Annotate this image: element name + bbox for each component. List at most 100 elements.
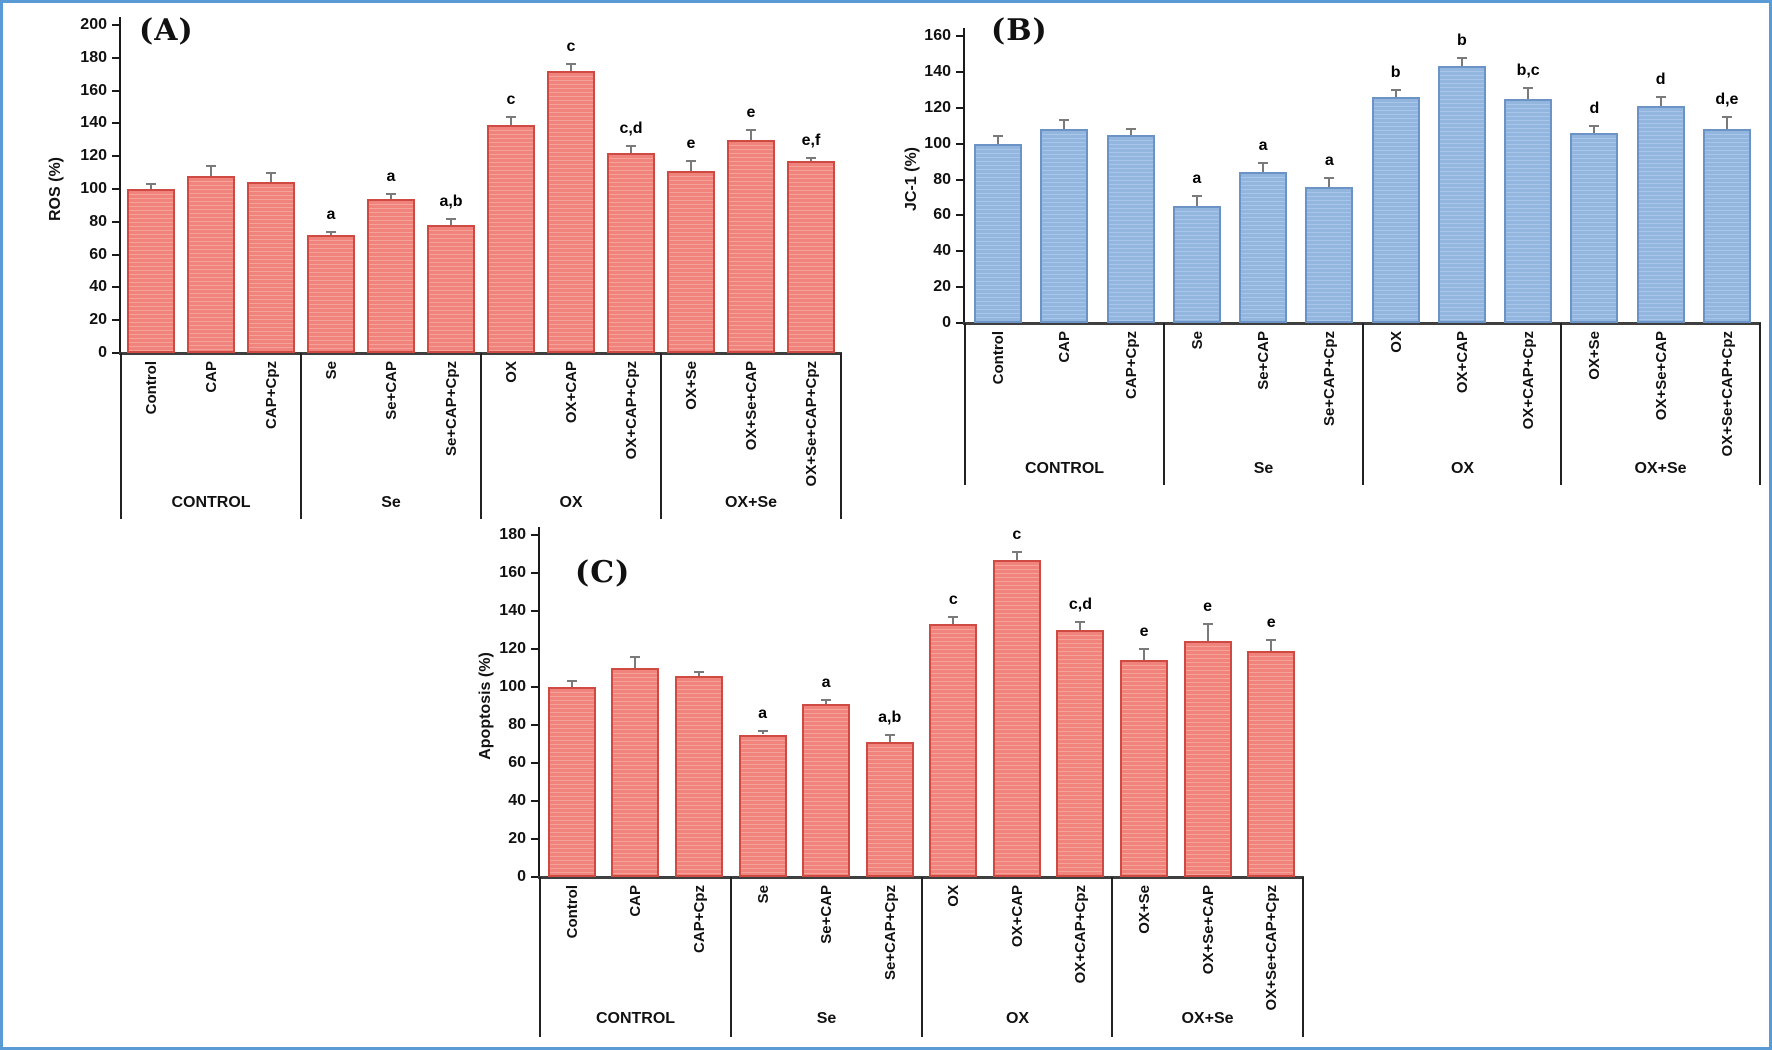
y-tick-mark	[956, 214, 963, 217]
group-divider-line	[1362, 323, 1364, 485]
category-label: Se+CAP	[383, 361, 400, 420]
y-tick-label: 100	[80, 180, 107, 197]
bar	[1040, 129, 1088, 323]
y-tick-label: 20	[89, 311, 107, 329]
error-bar-cap	[326, 230, 336, 233]
group-label: CONTROL	[595, 1010, 676, 1027]
bar	[487, 125, 535, 353]
bar	[1120, 660, 1168, 877]
y-tick-label: 20	[508, 830, 526, 847]
error-bar-line	[1262, 163, 1265, 173]
bar	[802, 704, 850, 877]
bar	[427, 225, 475, 353]
bar	[1107, 134, 1155, 323]
bar	[307, 234, 355, 353]
y-tick-label: 60	[508, 754, 526, 771]
y-tick-mark	[112, 220, 119, 223]
y-tick-label: 80	[508, 716, 526, 733]
y-tick-mark	[112, 122, 119, 125]
y-axis-line	[119, 17, 121, 353]
y-tick-mark	[531, 724, 538, 726]
y-tick-label: 40	[508, 792, 526, 809]
y-tick-mark	[112, 56, 119, 59]
y-tick-mark	[956, 35, 963, 37]
y-tick-mark	[956, 142, 963, 145]
group-label: OX	[1450, 460, 1475, 477]
significance-label: a	[1192, 169, 1202, 187]
bar	[1247, 650, 1295, 877]
y-tick-mark	[112, 253, 119, 256]
category-label: OX+CAP+Cpz	[623, 361, 640, 460]
category-label: OX+CAP+Cpz	[1520, 331, 1538, 430]
bar	[1239, 172, 1287, 323]
category-label: OX+Se+CAP+Cpz	[1718, 331, 1736, 457]
y-tick-mark	[956, 250, 963, 253]
error-bar-line	[150, 184, 152, 189]
error-bar-line	[630, 146, 632, 153]
category-label: Se+CAP+Cpz	[1321, 331, 1339, 427]
group-label: OX+Se	[1181, 1010, 1234, 1027]
significance-label: c	[506, 90, 516, 108]
significance-label: e	[1266, 613, 1276, 631]
bar	[1056, 630, 1104, 877]
y-tick-mark	[112, 155, 119, 158]
group-divider-line	[480, 353, 482, 519]
error-bar-cap	[1075, 621, 1086, 624]
bar	[548, 687, 596, 877]
significance-label: c	[948, 590, 958, 608]
error-bar-cap	[386, 192, 396, 195]
error-bar-line	[1328, 177, 1331, 187]
panel-label-a: (A)	[139, 13, 194, 48]
error-bar-line	[510, 116, 512, 126]
group-divider-line	[1163, 323, 1165, 485]
category-label: OX+Se	[683, 361, 700, 410]
group-divider-line	[1560, 323, 1562, 485]
error-bar-cap	[1191, 194, 1202, 197]
error-bar-line	[390, 193, 392, 199]
error-bar-cap	[1655, 95, 1666, 98]
bar	[1372, 96, 1420, 323]
group-label: Se	[816, 1010, 837, 1027]
category-label: Se+CAP	[1255, 331, 1273, 390]
category-label: CAP	[1056, 331, 1074, 363]
error-bar-cap	[1266, 638, 1277, 641]
panel-label-b: (B)	[991, 13, 1048, 48]
error-bar-line	[810, 157, 812, 162]
y-tick-label: 120	[499, 640, 526, 657]
y-tick-label: 60	[933, 206, 951, 224]
significance-label: c,d	[619, 120, 643, 138]
category-label: Se+CAP+Cpz	[881, 885, 899, 981]
y-tick-mark	[531, 610, 538, 612]
category-label: OX+CAP	[563, 361, 580, 424]
error-bar-line	[825, 700, 828, 705]
error-bar-cap	[1125, 128, 1136, 131]
error-bar-cap	[806, 156, 816, 159]
significance-label: a	[1324, 151, 1334, 169]
significance-label: c	[566, 38, 576, 56]
category-label: CAP+Cpz	[690, 885, 708, 953]
bar	[367, 198, 415, 353]
category-label: OX+Se	[1586, 331, 1604, 380]
bar	[787, 161, 835, 353]
error-bar-line	[1527, 88, 1530, 99]
error-bar-cap	[948, 615, 959, 618]
significance-label: d	[1589, 99, 1600, 117]
bar	[247, 182, 295, 353]
error-bar-cap	[1456, 56, 1467, 59]
y-tick-mark	[112, 188, 119, 190]
error-bar-cap	[566, 680, 577, 683]
bar	[1504, 98, 1552, 323]
error-bar-cap	[693, 670, 704, 673]
y-tick-mark	[112, 319, 119, 322]
category-label: CAP	[203, 361, 220, 393]
group-divider-line	[1111, 877, 1113, 1037]
y-tick-label: 160	[80, 81, 107, 99]
category-label: OX+Se+CAP	[743, 361, 760, 451]
error-bar-cap	[566, 63, 576, 66]
error-bar-line	[570, 681, 573, 687]
error-bar-cap	[757, 729, 768, 732]
bar	[739, 734, 787, 877]
category-label: CAP+Cpz	[263, 361, 280, 429]
significance-label: a	[758, 704, 767, 722]
bar	[667, 170, 715, 353]
